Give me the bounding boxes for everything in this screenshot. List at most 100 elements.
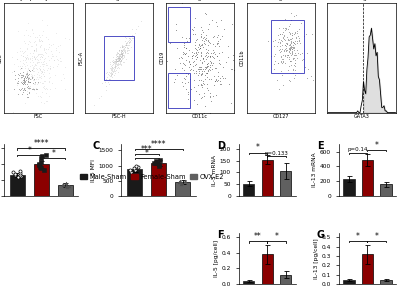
Point (22, 73, 28, 78)
Point (114, 59, 120, 64)
Point (38, 155, 44, 160)
Point (21, 79, 28, 84)
Bar (362, 254, 373, 284)
Point (43, 86, 50, 90)
Point (108, 72, 115, 77)
Point (282, 26, 288, 31)
Point (15, 71, 21, 76)
Point (38, 99, 44, 104)
Point (288, 45, 294, 49)
Point (212, 51, 218, 56)
Point (203, 65, 209, 69)
Point (288, 33, 295, 37)
Point (19, 91, 25, 96)
Point (182, 63, 188, 67)
Point (286, 30, 293, 35)
Point (39, 90, 46, 95)
Point (156, 163, 162, 168)
Point (115, 55, 122, 60)
Point (214, 54, 220, 59)
Point (199, 60, 206, 65)
Point (40, 69, 47, 74)
Point (278, 55, 284, 59)
Point (164, 59, 170, 64)
Point (18, 73, 25, 77)
Point (106, 65, 113, 70)
Point (186, 58, 192, 63)
Point (24, 74, 30, 79)
Point (126, 48, 132, 52)
Point (113, 68, 119, 73)
Point (210, 55, 217, 60)
Point (151, 160, 158, 165)
Point (116, 56, 122, 61)
Point (289, 33, 295, 38)
Point (30, 64, 36, 69)
Point (117, 54, 123, 58)
Point (275, 61, 281, 66)
X-axis label: FSC-H: FSC-H (112, 114, 126, 119)
Point (20, 88, 27, 93)
Point (33, 48, 39, 53)
Point (30, 86, 36, 91)
Point (281, 34, 287, 38)
Point (43, 99, 50, 104)
Point (32, 55, 38, 60)
Point (103, 77, 110, 81)
Point (196, 65, 203, 70)
Point (198, 53, 204, 57)
Point (118, 54, 124, 59)
Point (32, 86, 39, 91)
Point (292, 73, 298, 77)
Point (114, 59, 120, 63)
Point (18, 75, 24, 80)
Point (26, 85, 32, 89)
Point (205, 51, 211, 56)
Point (38, 54, 44, 59)
Point (197, 67, 204, 72)
Point (185, 92, 191, 96)
Point (112, 59, 118, 63)
Point (107, 73, 114, 78)
Point (286, 45, 292, 50)
Point (193, 56, 200, 61)
Point (106, 73, 112, 77)
Point (284, 42, 290, 46)
Y-axis label: CD11b: CD11b (240, 49, 245, 66)
Point (215, 61, 222, 65)
Point (127, 38, 133, 43)
Point (124, 44, 130, 49)
Point (192, 40, 198, 44)
Point (8, 70, 15, 74)
Point (284, 53, 291, 57)
Point (282, 43, 288, 48)
Point (58, 59, 65, 63)
Point (26, 39, 32, 44)
Point (111, 60, 117, 64)
Point (46, 79, 52, 84)
Point (49, 81, 55, 86)
Point (206, 40, 212, 44)
Point (114, 55, 120, 60)
Point (189, 26, 195, 31)
Point (289, 45, 295, 49)
Point (287, 59, 293, 63)
Point (119, 44, 126, 49)
Point (125, 46, 132, 50)
Point (304, 76, 310, 80)
Point (283, 27, 289, 32)
Bar (243, 281, 254, 284)
Point (53, 53, 60, 58)
Point (288, 51, 295, 55)
Point (278, 37, 285, 42)
Point (41, 101, 47, 105)
Point (116, 61, 123, 66)
Point (36, 59, 42, 64)
Point (120, 47, 127, 52)
Point (292, 50, 299, 55)
Text: *: * (375, 232, 378, 241)
Point (119, 55, 125, 60)
Bar (343, 179, 355, 196)
Bar (58, 185, 73, 196)
Point (205, 38, 211, 43)
